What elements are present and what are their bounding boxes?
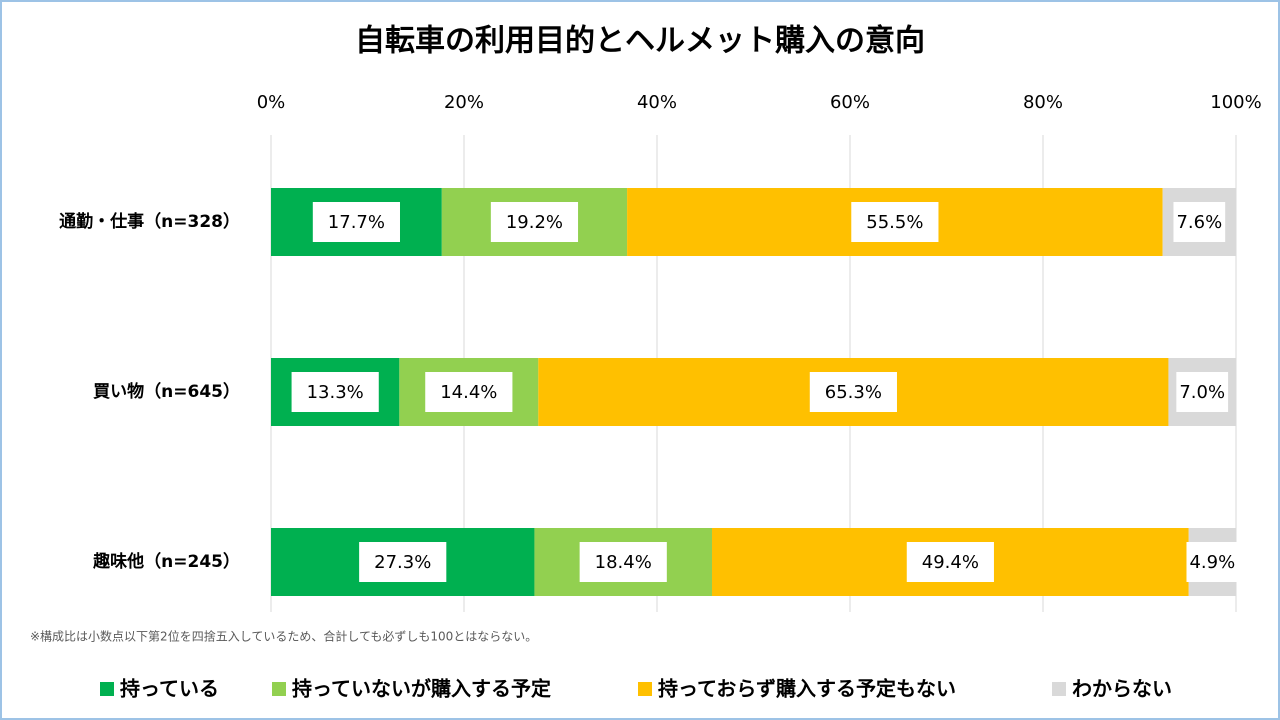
legend-label: わからない [1072,677,1172,701]
legend-swatch [272,682,286,696]
footnote: ※構成比は小数点以下第2位を四捨五入しているため、合計しても必ずしも100とはな… [30,629,537,644]
x-tick-label: 80% [1023,92,1063,113]
label-box [579,542,667,582]
data-label: 27.3% [374,552,431,573]
x-tick-label: 40% [637,92,677,113]
data-label: 65.3% [825,382,882,403]
label-box [1173,202,1226,242]
y-tick-label: 趣味他（n=245） [92,551,240,572]
label-box [851,202,939,242]
legend-label: 持っていないが購入する予定 [292,677,551,701]
y-tick-label: 買い物（n=645） [93,381,240,402]
label-box [359,542,447,582]
label-box [1176,372,1229,412]
label-box [291,372,379,412]
data-label: 55.5% [866,212,923,233]
data-label: 7.0% [1179,382,1225,403]
label-box [809,372,897,412]
legend-label: 持っている [120,677,219,701]
data-label: 18.4% [595,552,652,573]
data-label: 17.7% [328,212,385,233]
x-tick-label: 100% [1210,92,1261,113]
label-box [906,542,994,582]
label-box [490,202,579,242]
x-tick-label: 20% [444,92,484,113]
data-label: 19.2% [506,212,563,233]
legend-label: 持っておらず購入する予定もない [658,677,956,701]
y-tick-label: 通勤・仕事（n=328） [59,211,240,232]
label-box [1186,542,1239,582]
data-label: 7.6% [1176,212,1222,233]
data-label: 49.4% [922,552,979,573]
legend-swatch [100,682,114,696]
x-tick-label: 60% [830,92,870,113]
label-box [425,372,513,412]
label-box [312,202,400,242]
legend-swatch [1052,682,1066,696]
chart-title: 自転車の利用目的とヘルメット購入の意向 [355,24,925,59]
data-label: 14.4% [440,382,497,403]
legend-swatch [638,682,652,696]
x-tick-label: 0% [257,92,286,113]
data-label: 4.9% [1189,552,1235,573]
data-label: 13.3% [307,382,364,403]
